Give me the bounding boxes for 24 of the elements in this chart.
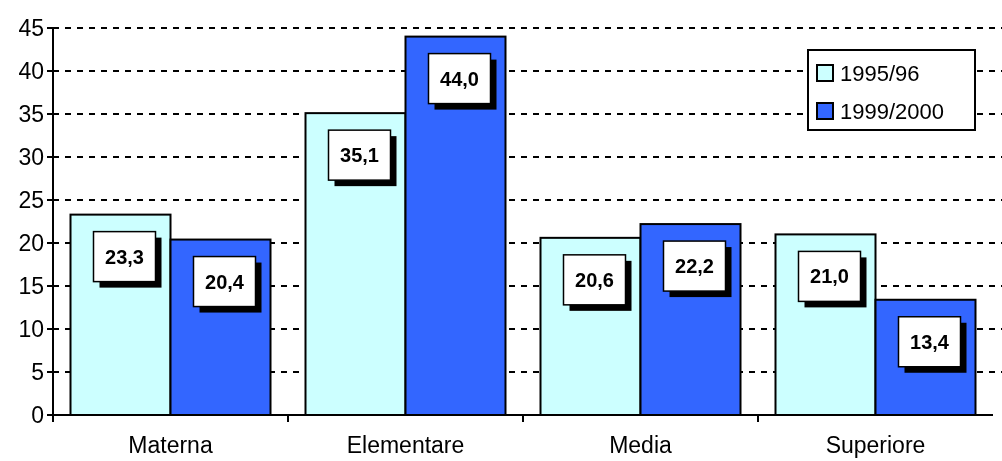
data-label: 13,4: [910, 330, 950, 353]
x-tick-label: Materna: [128, 432, 213, 458]
legend-label: 1999/2000: [840, 99, 944, 124]
x-tick-label: Elementare: [346, 432, 465, 458]
legend-label: 1995/96: [840, 61, 920, 86]
y-tick-label: 25: [18, 187, 44, 213]
data-label: 44,0: [440, 67, 479, 90]
y-tick-label: 20: [18, 230, 44, 256]
y-tick-label: 30: [18, 144, 44, 170]
data-label: 20,6: [575, 268, 614, 291]
y-tick-label: 45: [18, 15, 44, 41]
x-tick-label: Superiore: [825, 432, 926, 458]
data-label: 23,3: [105, 245, 144, 268]
y-tick-label: 35: [18, 101, 44, 127]
y-tick-label: 0: [31, 402, 44, 428]
x-tick-label: Media: [609, 432, 673, 458]
data-label: 20,4: [205, 270, 245, 293]
y-tick-label: 40: [18, 58, 44, 84]
data-label: 22,2: [675, 255, 714, 278]
data-label: 21,0: [810, 265, 849, 288]
y-tick-label: 10: [18, 316, 44, 342]
data-label: 35,1: [340, 144, 379, 167]
y-tick-label: 5: [31, 359, 44, 385]
y-tick-label: 15: [18, 273, 44, 299]
